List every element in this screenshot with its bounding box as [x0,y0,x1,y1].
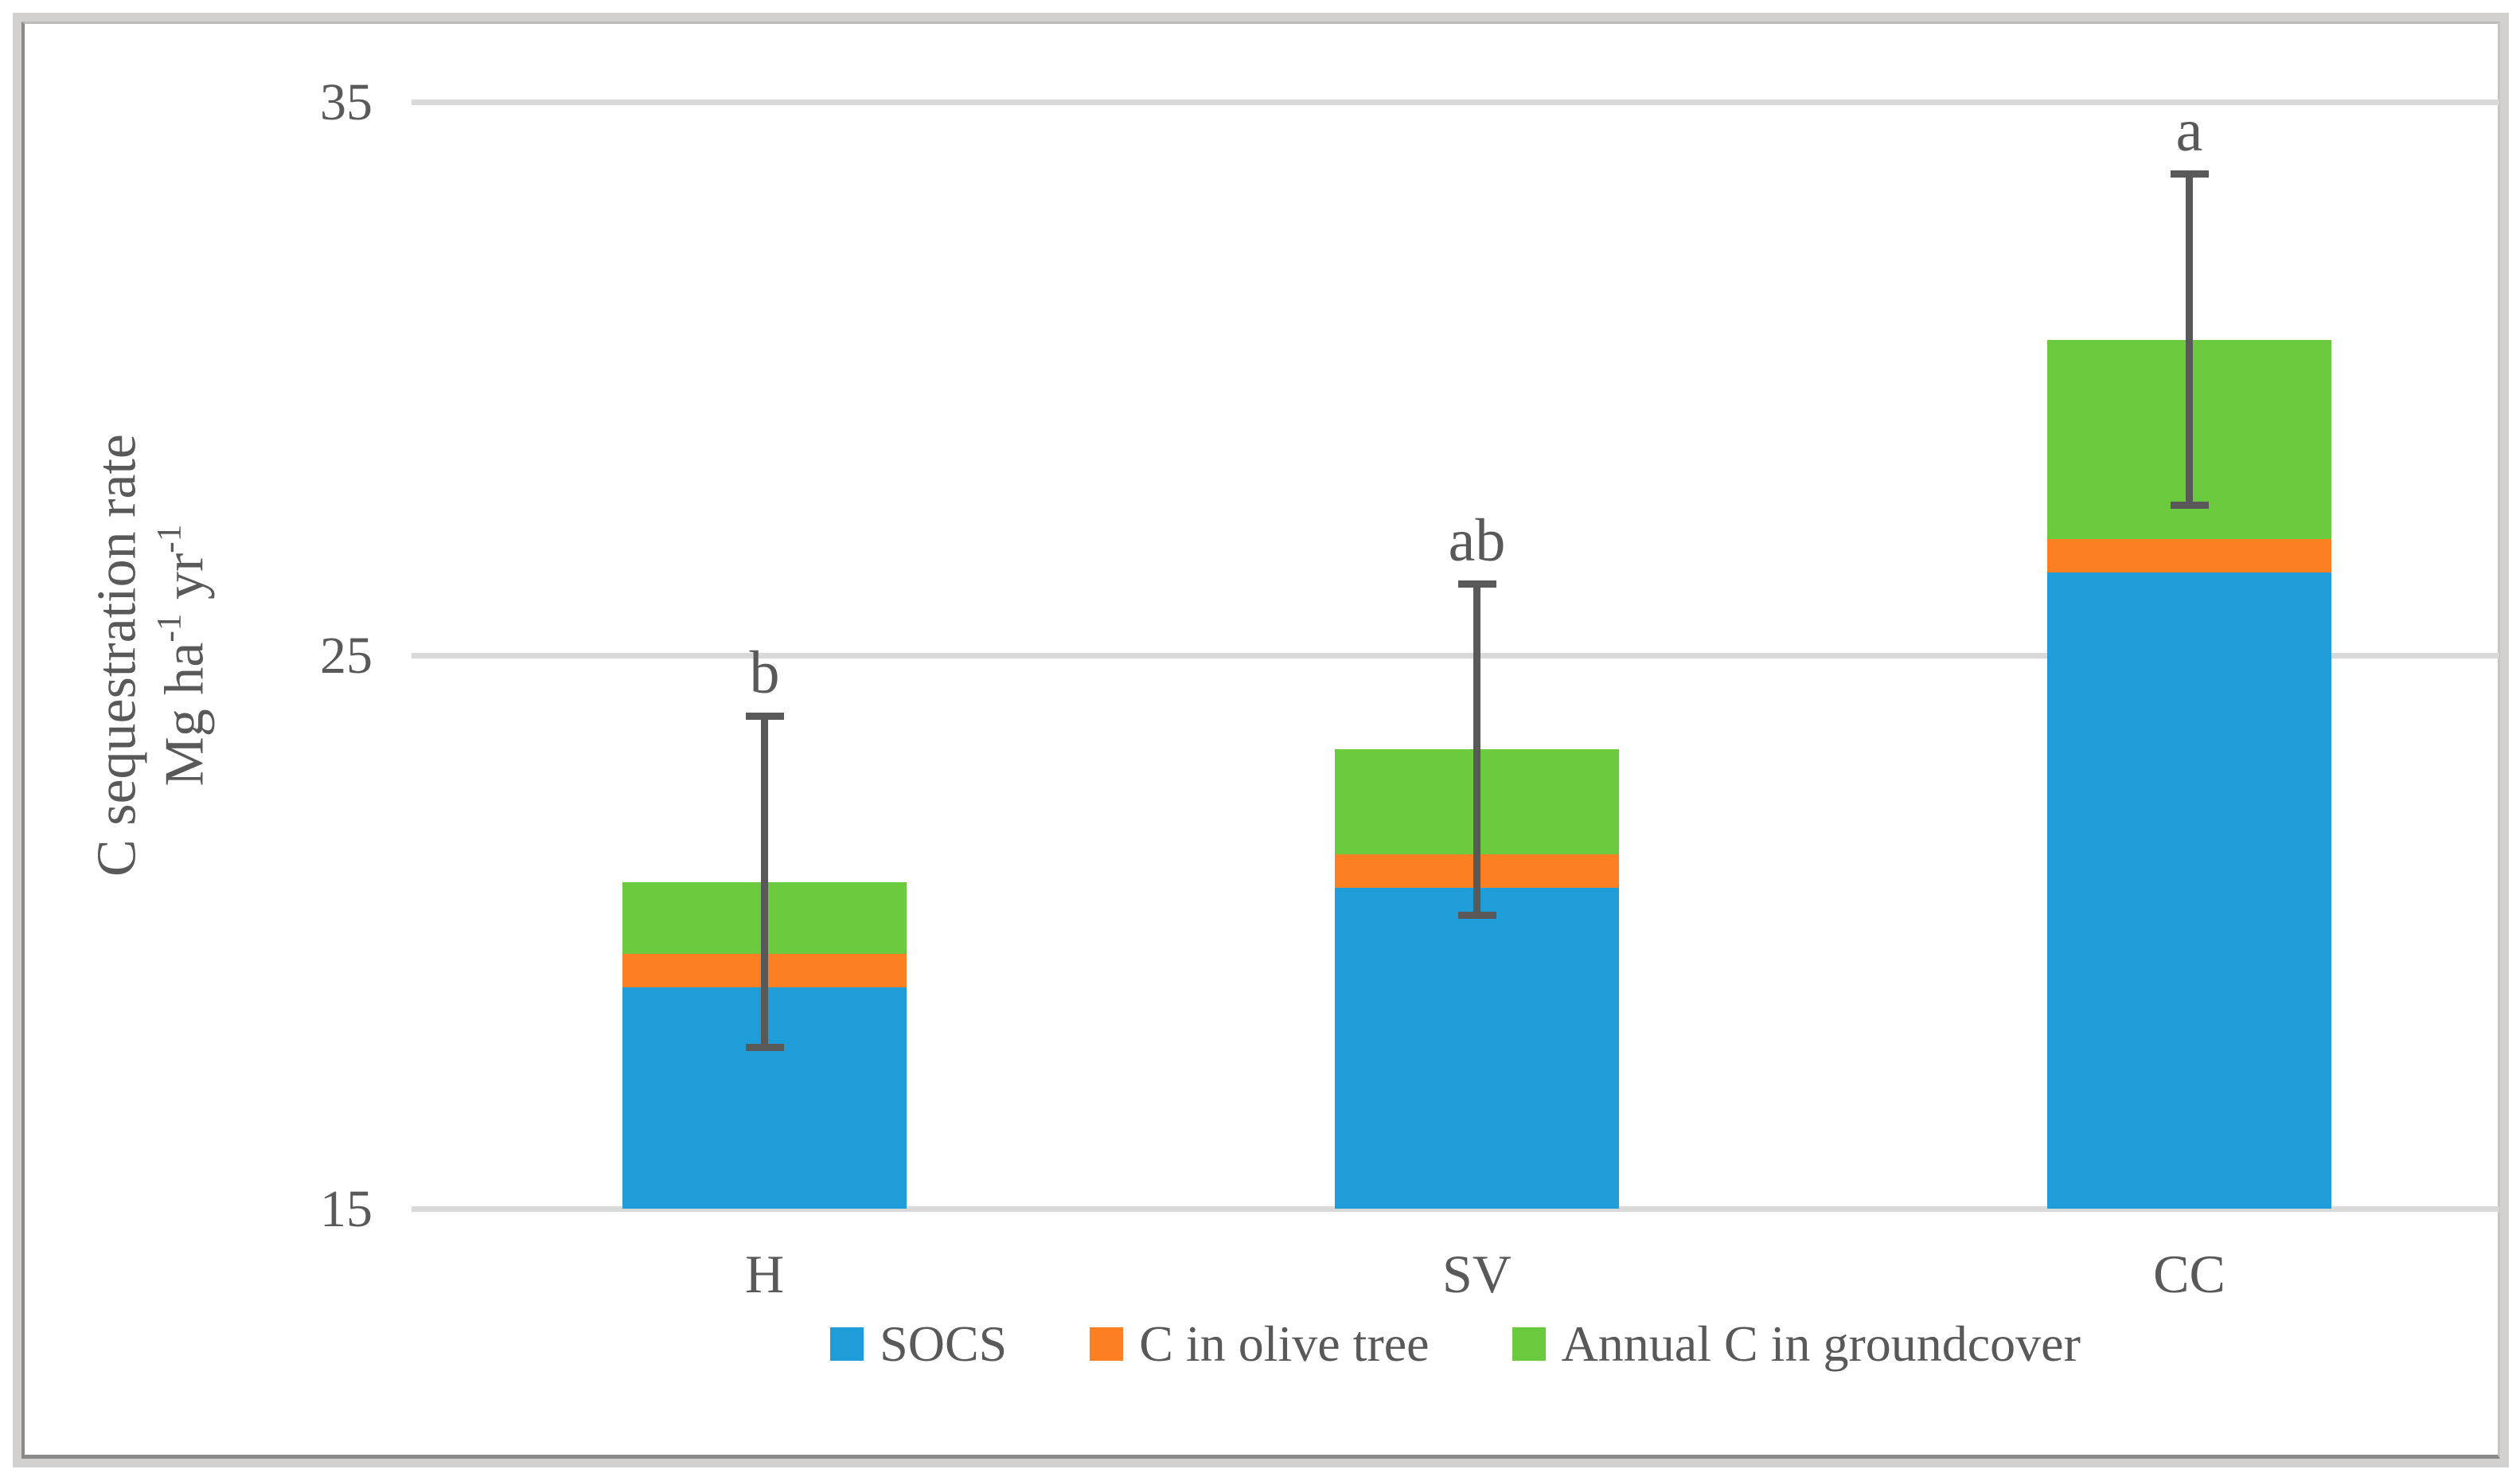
error-bar-cap-top-CC [2170,170,2209,178]
error-bar-SV [1473,583,1480,916]
error-bar-cap-bottom-SV [1457,911,1496,919]
significance-letter-CC: a [2175,97,2203,165]
significance-letter-SV: ab [1448,506,1506,574]
legend-item-socs: SOCS [830,1319,1007,1370]
y-tick-label-15: 15 [320,1180,373,1238]
figure-frame-line [21,21,2500,1459]
gridline-y-15 [412,1205,2499,1212]
legend-item-c-in-olive-tree: C in olive tree [1090,1315,1430,1372]
error-bar-cap-bottom-H [745,1044,784,1052]
error-bar-cap-bottom-CC [2170,502,2209,510]
significance-letter-H: b [749,639,780,707]
y-tick-label-25: 25 [320,627,373,685]
bar-segment-CC-socs [2047,572,2331,1209]
error-bar-cap-top-SV [1457,580,1496,588]
legend-label: Annual C in groundcover [1561,1315,2081,1372]
y-axis-title-line1: C sequestration rate [86,434,148,877]
x-tick-label-SV: SV [1442,1244,1512,1304]
legend-label: C in olive tree [1139,1315,1430,1372]
figure-frame-band [13,13,2509,1467]
legend-swatch-icon [1512,1327,1546,1361]
legend-swatch-icon [830,1327,864,1361]
y-axis-unit-text: yr [154,553,216,614]
error-bar-cap-top-H [745,713,784,721]
bar-segment-SV-socs [1335,887,1619,1209]
gridline-y-25 [412,652,2499,658]
legend-label: SOCS [880,1315,1008,1372]
x-tick-label-H: H [744,1244,785,1304]
legend-swatch-icon [1090,1327,1124,1361]
bar-segment-CC-c-in-olive-tree [2047,539,2331,572]
y-tick-label-35: 35 [320,73,373,131]
x-tick-label-CC: CC [2153,1244,2225,1304]
y-axis-unit-superscript: -1 [150,524,189,553]
legend-item-annual-c-in-groundcover: Annual C in groundcover [1512,1319,2081,1370]
legend: SOCS C in olive tree Annual C in groundcov… [412,1312,2499,1376]
gridline-y-35 [412,99,2499,105]
error-bar-H [761,716,768,1049]
error-bar-CC [2186,174,2193,506]
